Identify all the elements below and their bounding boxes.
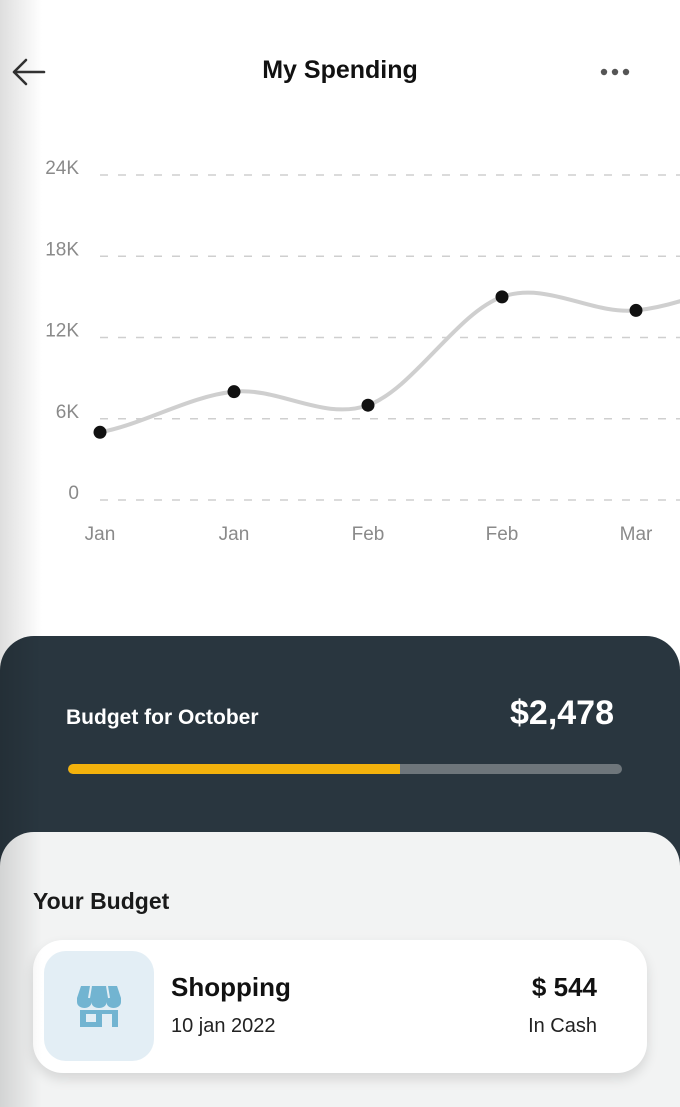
budget-item-payment-method: In Cash: [528, 1015, 597, 1037]
x-tick-label: Jan: [85, 524, 116, 545]
series-line: [98, 290, 680, 435]
y-tick-label: 12K: [45, 321, 79, 342]
budget-item-card[interactable]: Shopping 10 jan 2022 $ 544 In Cash: [33, 940, 647, 1073]
back-button[interactable]: [6, 52, 50, 92]
y-tick-label: 0: [68, 483, 79, 504]
data-point: [361, 398, 375, 412]
page-title: My Spending: [262, 56, 418, 84]
data-point: [93, 425, 107, 439]
y-tick-label: 24K: [45, 158, 79, 179]
more-horizontal-icon: [600, 68, 630, 76]
section-title: Your Budget: [33, 888, 170, 914]
budget-label: Budget for October: [66, 706, 259, 729]
budget-item-date: 10 jan 2022: [171, 1015, 276, 1037]
budget-amount: $2,478: [510, 694, 614, 732]
x-tick-label: Feb: [352, 524, 385, 545]
spending-chart: 24K 18K 12K 6K 0 Jan Jan Feb Feb Mar: [0, 140, 680, 560]
budget-progress-fill: [68, 764, 401, 774]
arrow-left-icon: [12, 58, 46, 86]
data-point: [629, 303, 643, 317]
app-header: My Spending: [0, 0, 680, 140]
data-point: [495, 290, 509, 304]
data-point: [227, 385, 241, 399]
budget-item-amount: $ 544: [531, 972, 597, 1002]
more-options-button[interactable]: [592, 58, 638, 86]
budget-progress-bar: [68, 764, 622, 774]
x-tick-label: Jan: [219, 524, 250, 545]
budget-item-name: Shopping: [171, 972, 291, 1002]
budget-item-icon-box: [44, 951, 154, 1061]
y-tick-label: 18K: [45, 239, 79, 260]
your-budget-section: Your Budget Shopping 10 jan 2022 $ 544 I…: [0, 832, 680, 1107]
store-icon: [77, 985, 121, 1027]
x-tick-label: Feb: [486, 524, 519, 545]
spending-line-chart: 24K 18K 12K 6K 0 Jan Jan Feb Feb Mar: [45, 158, 680, 545]
y-tick-label: 6K: [56, 402, 80, 423]
x-tick-label: Mar: [620, 524, 653, 545]
